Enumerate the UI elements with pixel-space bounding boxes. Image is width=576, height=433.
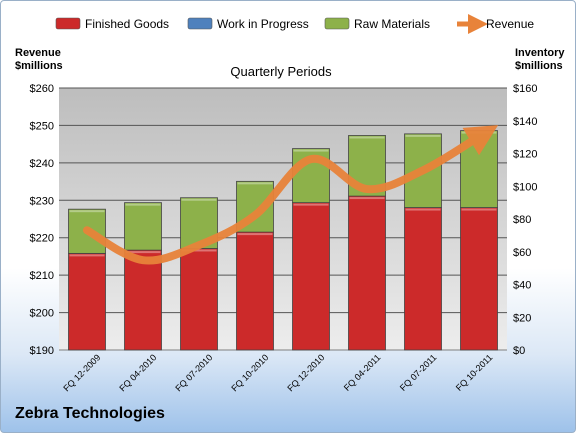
right-axis: $0 $20 $40 $60 $80 $100 $120 $140 $160	[513, 83, 537, 357]
left-tick-label: $240	[30, 158, 54, 170]
right-tick-label: $140	[513, 116, 537, 128]
right-tick-label: $120	[513, 149, 537, 161]
bar-highlight	[125, 203, 161, 206]
legend-label-work-in-progress: Work in Progress	[217, 17, 309, 31]
bar-highlight	[69, 210, 105, 213]
category-label: FQ 12-2009	[61, 352, 102, 393]
bar-finished-goods	[236, 231, 274, 351]
right-tick-label: $20	[513, 312, 531, 324]
bar-highlight	[293, 203, 329, 206]
bar-finished-goods	[180, 248, 218, 351]
legend: Finished Goods Work in Progress Raw Materi…	[55, 14, 534, 34]
right-tick-label: $60	[513, 247, 531, 259]
bar-highlight	[181, 198, 217, 201]
legend-label-revenue: Revenue	[486, 17, 534, 31]
category-label: FQ 04-2011	[342, 352, 383, 393]
revenue-line-path	[83, 125, 499, 265]
legend-label-finished-goods: Finished Goods	[85, 17, 169, 31]
category-label: FQ 10-2011	[454, 352, 495, 393]
category-label: FQ 07-2010	[173, 352, 214, 393]
bar-raw-materials	[124, 202, 162, 251]
category-label: FQ 04-2010	[117, 352, 158, 393]
bar-finished-goods	[68, 252, 106, 351]
bar-highlight	[181, 249, 217, 252]
category-axis: FQ 12-2009 FQ 04-2010 FQ 07-2010 FQ 10-2010…	[61, 352, 494, 393]
legend-swatch-work-in-progress	[187, 17, 213, 30]
bar-finished-goods	[460, 207, 498, 351]
bar-finished-goods	[292, 202, 330, 351]
legend-swatch-raw-materials	[324, 17, 350, 30]
right-tick-label: $160	[513, 83, 537, 95]
left-tick-label: $250	[30, 120, 54, 132]
bar-highlight	[69, 254, 105, 257]
left-tick-label: $220	[30, 233, 54, 245]
bar-highlight	[461, 208, 497, 211]
bar-highlight	[349, 197, 385, 200]
category-label: FQ 12-2010	[285, 352, 326, 393]
category-label: FQ 07-2011	[398, 352, 439, 393]
bars	[68, 130, 498, 351]
right-tick-label: $40	[513, 280, 531, 292]
left-tick-label: $210	[30, 270, 54, 282]
left-tick-label: $200	[30, 308, 54, 320]
bar-highlight	[349, 136, 385, 139]
left-axis-title: $millions	[15, 60, 63, 72]
right-tick-label: $80	[513, 214, 531, 226]
category-label: FQ 10-2010	[229, 352, 270, 393]
right-axis-title: Inventory	[515, 47, 565, 59]
chart-subtitle: Quarterly Periods	[230, 64, 332, 79]
left-tick-label: $260	[30, 83, 54, 95]
bar-highlight	[293, 149, 329, 152]
company-name: Zebra Technologies	[15, 405, 165, 422]
left-tick-label: $190	[30, 345, 54, 357]
right-tick-label: $100	[513, 181, 537, 193]
bar-highlight	[405, 208, 441, 211]
bar-finished-goods	[124, 249, 162, 351]
bar-highlight	[125, 251, 161, 254]
right-axis-title: $millions	[515, 60, 563, 72]
bar-highlight	[237, 233, 273, 236]
legend-label-raw-materials: Raw Materials	[354, 17, 430, 31]
bar-finished-goods	[348, 195, 386, 351]
left-axis-title: Revenue	[15, 47, 61, 59]
left-tick-label: $230	[30, 195, 54, 207]
bar-highlight	[405, 134, 441, 137]
bar-highlight	[237, 182, 273, 185]
legend-swatch-finished-goods	[55, 17, 81, 30]
revenue-line	[83, 125, 499, 265]
left-axis: $190 $200 $210 $220 $230 $240 $250 $260	[30, 83, 54, 357]
bar-finished-goods	[404, 207, 442, 351]
bar-raw-materials	[404, 133, 442, 208]
right-tick-label: $0	[513, 345, 525, 357]
